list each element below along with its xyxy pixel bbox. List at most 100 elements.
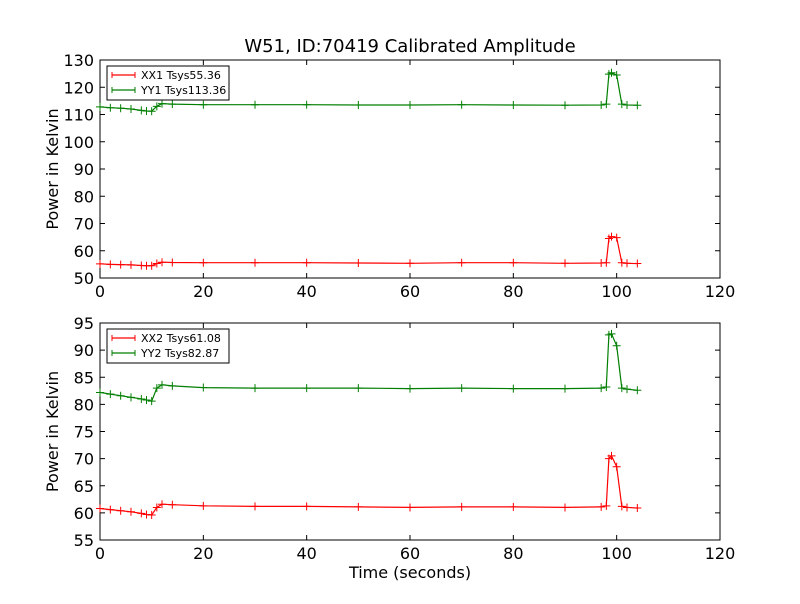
- data-point: [251, 502, 259, 511]
- x-tick-label: 0: [95, 544, 105, 563]
- data-point: [597, 502, 606, 511]
- legend-marker: [111, 350, 136, 356]
- data-point: [561, 503, 569, 512]
- y-tick-label: 95: [74, 314, 94, 333]
- data-point: [199, 383, 208, 392]
- data-point: [617, 258, 626, 267]
- data-point: [354, 384, 363, 393]
- series-2: [96, 329, 642, 406]
- data-point: [96, 388, 104, 397]
- data-point: [106, 103, 115, 112]
- y-tick-label: 120: [63, 78, 94, 97]
- data-point: [633, 101, 642, 110]
- data-point: [633, 386, 642, 395]
- data-point: [137, 106, 146, 115]
- data-point: [302, 502, 311, 511]
- data-point: [602, 100, 611, 109]
- y-tick-label: 100: [63, 133, 94, 152]
- data-point: [116, 391, 125, 400]
- data-point: [354, 100, 363, 109]
- legend: XX2 Tsys61.08 YY2 Tsys82.87: [106, 328, 230, 364]
- y-tick-label: 90: [74, 160, 94, 179]
- data-point: [96, 259, 104, 268]
- legend-label: YY1 Tsys113.36: [140, 84, 226, 97]
- legend-marker: [111, 87, 136, 93]
- x-tick-label: 120: [705, 282, 736, 301]
- data-point: [147, 261, 156, 270]
- data-point: [607, 329, 616, 338]
- legend-label: XX2 Tsys61.08: [141, 332, 221, 345]
- data-point: [127, 507, 135, 516]
- data-point: [152, 102, 161, 111]
- legend-marker: [111, 335, 136, 341]
- y-tick-label: 70: [74, 450, 94, 469]
- x-tick-label: 20: [193, 282, 213, 301]
- data-point: [142, 510, 151, 519]
- x-tick-label: 20: [193, 544, 213, 563]
- x-tick-label: 0: [95, 282, 105, 301]
- x-tick-label: 100: [601, 282, 632, 301]
- y-axis-label: Power in Kelvin: [43, 371, 62, 492]
- x-tick-label: 60: [400, 544, 420, 563]
- data-point: [116, 104, 125, 113]
- data-point: [623, 259, 631, 268]
- series-2: [96, 68, 642, 116]
- data-point: [623, 100, 631, 109]
- data-point: [168, 258, 177, 267]
- data-point: [168, 381, 177, 390]
- data-point: [302, 100, 311, 109]
- legend-box: [106, 65, 230, 101]
- data-point: [142, 396, 151, 405]
- data-point: [199, 501, 208, 510]
- y-tick-label: 70: [74, 215, 94, 234]
- data-point: [509, 384, 518, 393]
- data-point: [158, 258, 166, 267]
- data-point: [612, 341, 621, 350]
- data-point: [457, 502, 466, 511]
- x-tick-label: 40: [296, 544, 316, 563]
- data-point: [106, 260, 115, 269]
- data-point: [612, 233, 621, 242]
- data-point: [607, 451, 616, 460]
- data-point: [96, 102, 104, 111]
- data-point: [116, 506, 125, 515]
- legend-label: XX1 Tsys55.36: [141, 69, 221, 82]
- data-point: [251, 258, 259, 267]
- data-point: [152, 384, 161, 393]
- data-point: [199, 258, 208, 267]
- series-1: [96, 451, 642, 520]
- data-point: [406, 503, 414, 512]
- data-point: [106, 505, 115, 514]
- y-tick-label: 90: [74, 341, 94, 360]
- data-point: [168, 100, 177, 109]
- data-point: [354, 502, 363, 511]
- data-point: [127, 393, 135, 402]
- data-point: [199, 100, 208, 109]
- data-point: [633, 259, 642, 268]
- y-tick-label: 55: [74, 531, 94, 550]
- data-point: [602, 383, 611, 392]
- data-point: [623, 385, 631, 394]
- data-point: [457, 384, 466, 393]
- data-point: [617, 100, 626, 109]
- data-point: [168, 500, 177, 509]
- data-point: [158, 500, 166, 509]
- y-tick-label: 130: [63, 51, 94, 70]
- data-point: [302, 258, 311, 267]
- data-point: [607, 68, 616, 77]
- series-1: [96, 232, 642, 270]
- data-point: [106, 390, 115, 399]
- legend: XX1 Tsys55.36 YY1 Tsys113.36: [106, 65, 230, 101]
- data-point: [617, 502, 626, 511]
- legend-label: YY2 Tsys82.87: [140, 347, 219, 360]
- data-point: [406, 100, 414, 109]
- y-tick-label: 110: [63, 106, 94, 125]
- data-point: [612, 70, 621, 79]
- data-point: [561, 259, 569, 268]
- axes-2: 0 20 40 60 80 100 120 55 60 65 70 75 80 85 90 95 Power i…: [43, 314, 735, 582]
- y-tick-label: 60: [74, 242, 94, 261]
- y-tick-label: 80: [74, 187, 94, 206]
- data-point: [127, 260, 135, 269]
- legend-box: [106, 328, 230, 364]
